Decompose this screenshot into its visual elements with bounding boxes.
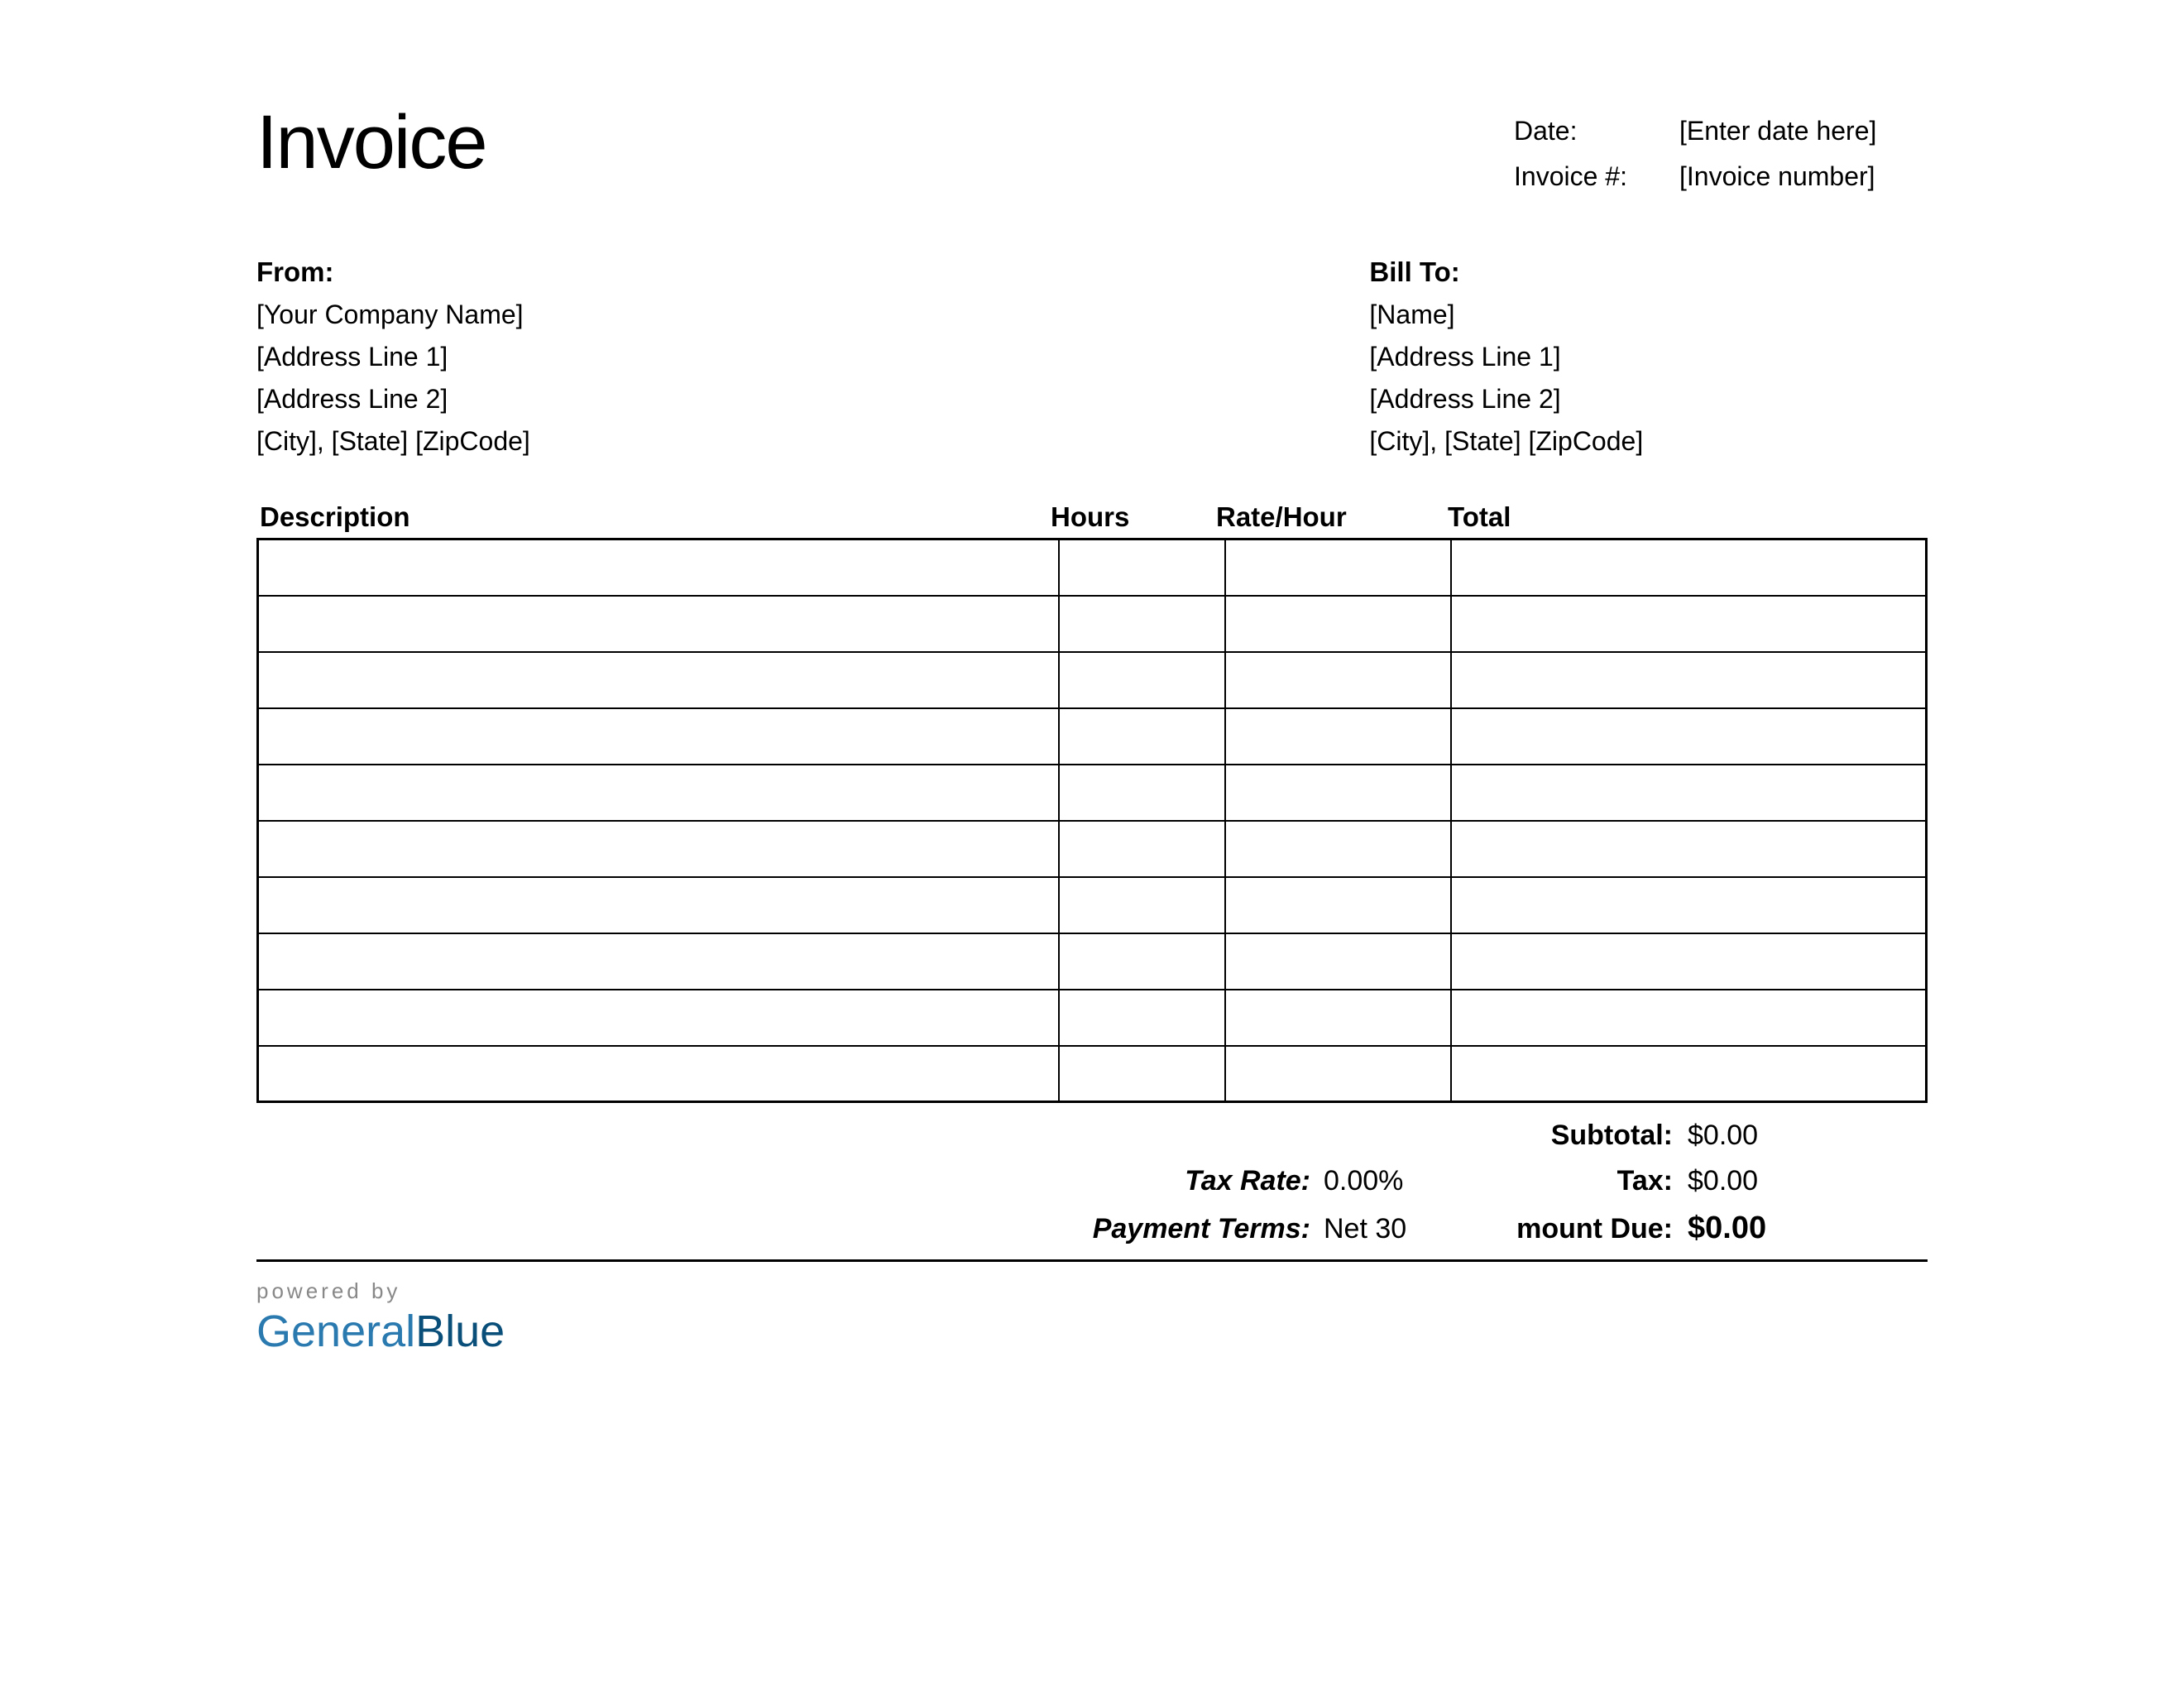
table-cell[interactable] [1225,765,1450,821]
table-cell[interactable] [1225,990,1450,1046]
table-cell[interactable] [1451,708,1927,765]
brand-logo: GeneralBlue [256,1306,1928,1357]
page-title: Invoice [256,99,486,186]
totals-block: Subtotal: $0.00 Tax Rate: 0.00% Tax: $0.… [256,1113,1928,1253]
header-hours: Hours [1051,501,1216,533]
date-field[interactable]: [Enter date here] [1679,116,1928,146]
table-cell[interactable] [258,539,1059,596]
table-cell[interactable] [1059,990,1226,1046]
bill-to-heading: Bill To: [1369,257,1928,288]
from-block: From: [Your Company Name] [Address Line … [256,257,1059,468]
bill-to-address1-field[interactable]: [Address Line 1] [1369,342,1928,372]
table-cell[interactable] [258,933,1059,990]
table-cell[interactable] [1225,1046,1450,1102]
header-rate: Rate/Hour [1216,501,1439,533]
from-heading: From: [256,257,1059,288]
table-cell[interactable] [1225,821,1450,877]
table-cell[interactable] [1451,596,1927,652]
subtotal-label: Subtotal: [1431,1120,1688,1152]
table-cell[interactable] [1059,539,1226,596]
table-cell[interactable] [258,765,1059,821]
table-cell[interactable] [1059,596,1226,652]
table-row [258,933,1927,990]
table-cell[interactable] [1451,1046,1927,1102]
table-cell[interactable] [1225,652,1450,708]
table-row [258,1046,1927,1102]
tax-label: Tax: [1497,1165,1688,1197]
table-cell[interactable] [258,1046,1059,1102]
brand-part1: General [256,1307,415,1356]
table-cell[interactable] [1059,765,1226,821]
table-row [258,821,1927,877]
invoice-number-label: Invoice #: [1514,161,1679,192]
brand-part2: Blue [415,1307,505,1356]
table-row [258,539,1927,596]
table-cell[interactable] [1225,877,1450,933]
table-cell[interactable] [1059,652,1226,708]
bill-to-city-field[interactable]: [City], [State] [ZipCode] [1369,426,1928,457]
bill-to-address2-field[interactable]: [Address Line 2] [1369,384,1928,415]
header-total: Total [1439,501,1646,533]
payment-terms-label: Payment Terms: [1067,1213,1324,1245]
table-cell[interactable] [1451,539,1927,596]
table-cell[interactable] [1451,877,1927,933]
payment-terms-field[interactable]: Net 30 [1324,1213,1497,1245]
bill-to-block: Bill To: [Name] [Address Line 1] [Addres… [1125,257,1928,468]
invoice-number-field[interactable]: [Invoice number] [1679,161,1928,192]
table-row [258,990,1927,1046]
tax-rate-field[interactable]: 0.00% [1324,1165,1497,1197]
table-row [258,877,1927,933]
from-address2-field[interactable]: [Address Line 2] [256,384,1059,415]
from-company-field[interactable]: [Your Company Name] [256,300,1059,330]
table-cell[interactable] [1451,652,1927,708]
table-cell[interactable] [1225,596,1450,652]
table-cell[interactable] [1059,708,1226,765]
table-cell[interactable] [1451,765,1927,821]
table-cell[interactable] [1451,933,1927,990]
table-cell[interactable] [1059,933,1226,990]
amount-due-value: $0.00 [1688,1211,1928,1246]
subtotal-value: $0.00 [1688,1120,1928,1152]
table-row [258,596,1927,652]
table-cell[interactable] [1059,877,1226,933]
table-cell[interactable] [258,877,1059,933]
footer-rule [256,1259,1928,1262]
table-cell[interactable] [1059,821,1226,877]
tax-rate-label: Tax Rate: [1067,1165,1324,1197]
table-cell[interactable] [1059,1046,1226,1102]
table-cell[interactable] [258,990,1059,1046]
table-cell[interactable] [258,652,1059,708]
table-row [258,652,1927,708]
table-header-row: Description Hours Rate/Hour Total [256,501,1928,538]
table-row [258,708,1927,765]
from-address1-field[interactable]: [Address Line 1] [256,342,1059,372]
table-cell[interactable] [258,821,1059,877]
from-city-field[interactable]: [City], [State] [ZipCode] [256,426,1059,457]
date-label: Date: [1514,116,1679,146]
line-items-table [256,538,1928,1103]
footer: powered by GeneralBlue [256,1278,1928,1357]
table-cell[interactable] [1225,708,1450,765]
table-row [258,765,1927,821]
powered-by-text: powered by [256,1278,1928,1304]
table-cell[interactable] [1225,539,1450,596]
amount-due-label: mount Due: [1497,1213,1688,1245]
table-cell[interactable] [258,708,1059,765]
table-cell[interactable] [1451,821,1927,877]
bill-to-name-field[interactable]: [Name] [1369,300,1928,330]
table-cell[interactable] [1451,990,1927,1046]
table-cell[interactable] [258,596,1059,652]
header-description: Description [256,501,1051,533]
tax-value: $0.00 [1688,1165,1928,1197]
table-cell[interactable] [1225,933,1450,990]
invoice-meta: Date: [Enter date here] Invoice #: [Invo… [1514,116,1928,207]
